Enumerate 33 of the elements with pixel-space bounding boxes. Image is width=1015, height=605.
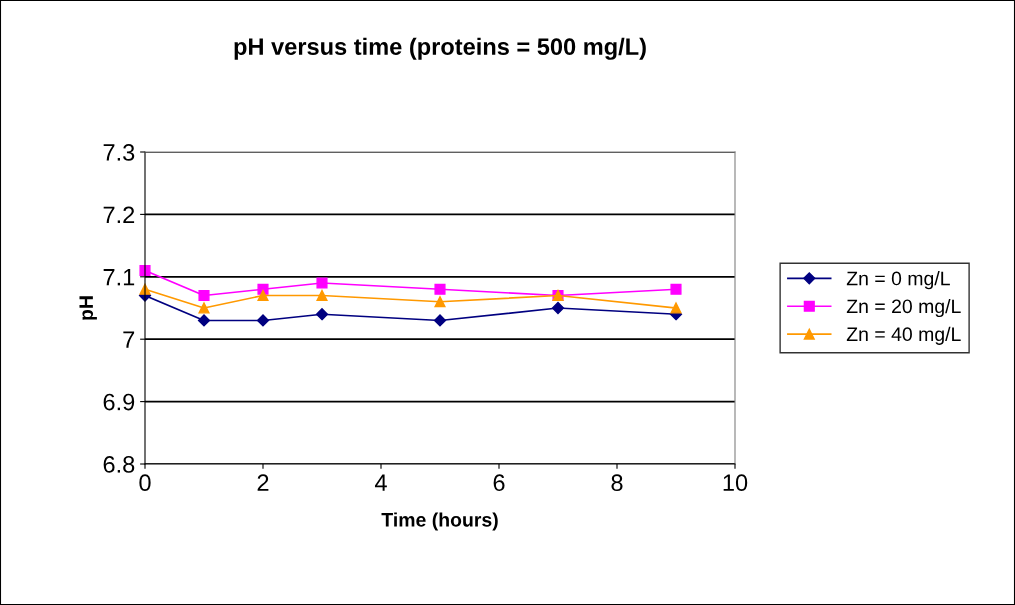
point	[139, 265, 151, 277]
point	[197, 314, 211, 327]
point	[257, 289, 269, 302]
point	[434, 296, 446, 308]
legend-label: Zn = 40 mg/L	[846, 326, 961, 345]
y-tick-label: 7.2	[103, 206, 135, 223]
point	[198, 289, 210, 302]
x-tick-label: 6	[493, 474, 505, 492]
y-tick-label: 7.3	[103, 144, 135, 161]
point	[670, 302, 682, 314]
legend-label: Zn = 0 mg/L	[846, 271, 950, 290]
x-axis-title: Time (hours)	[381, 512, 498, 531]
y-tick-label: 6.8	[103, 456, 135, 473]
y-tick-label: 6.9	[103, 393, 135, 411]
y-tick-label: 7	[123, 331, 135, 348]
x-tick-label: 0	[139, 474, 151, 492]
point	[433, 314, 447, 327]
x-tick-label: 8	[611, 474, 623, 492]
point	[316, 277, 328, 289]
point	[256, 314, 270, 327]
x-tick-label: 4	[374, 474, 387, 491]
legend-label: Zn = 20 mg/L	[846, 298, 961, 318]
point	[434, 283, 446, 295]
point	[198, 302, 210, 314]
point	[670, 283, 682, 295]
point	[315, 308, 329, 321]
point	[316, 289, 328, 302]
y-axis-title: pH	[79, 296, 97, 320]
x-tick-label: 2	[257, 474, 269, 491]
y-tick-label: 7.1	[103, 269, 135, 286]
point	[551, 301, 565, 315]
x-tick-label: 10	[723, 474, 748, 492]
chart-title: pH versus time (proteins = 500 mg/L)	[234, 37, 646, 60]
